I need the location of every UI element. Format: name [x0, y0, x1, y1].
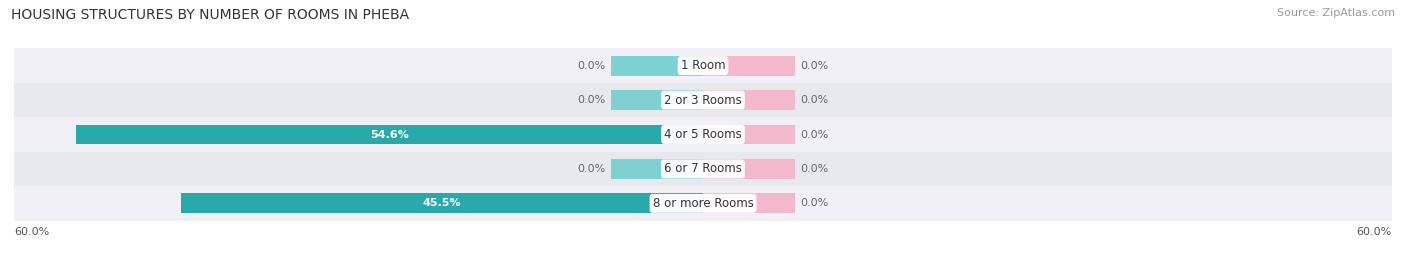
Bar	[14, 83, 1392, 117]
Text: Source: ZipAtlas.com: Source: ZipAtlas.com	[1277, 8, 1395, 18]
Text: 0.0%: 0.0%	[800, 61, 830, 71]
Text: 0.0%: 0.0%	[800, 164, 830, 174]
Text: 0.0%: 0.0%	[800, 198, 830, 208]
Text: 60.0%: 60.0%	[1357, 227, 1392, 237]
Text: 1 Room: 1 Room	[681, 59, 725, 72]
Bar	[703, 193, 794, 213]
Text: 0.0%: 0.0%	[800, 95, 830, 105]
Text: 0.0%: 0.0%	[576, 61, 606, 71]
Bar	[14, 186, 1392, 221]
Text: 54.6%: 54.6%	[370, 129, 409, 140]
Bar	[703, 56, 794, 76]
Bar	[612, 56, 703, 76]
Text: 60.0%: 60.0%	[14, 227, 49, 237]
Bar	[703, 159, 794, 179]
Text: 0.0%: 0.0%	[800, 129, 830, 140]
Text: 0.0%: 0.0%	[576, 164, 606, 174]
Text: 4 or 5 Rooms: 4 or 5 Rooms	[664, 128, 742, 141]
Bar	[180, 193, 703, 213]
Bar	[76, 125, 703, 144]
Text: 6 or 7 Rooms: 6 or 7 Rooms	[664, 162, 742, 175]
Bar	[703, 90, 794, 110]
Text: 8 or more Rooms: 8 or more Rooms	[652, 197, 754, 210]
Bar	[612, 159, 703, 179]
Text: 45.5%: 45.5%	[423, 198, 461, 208]
Text: HOUSING STRUCTURES BY NUMBER OF ROOMS IN PHEBA: HOUSING STRUCTURES BY NUMBER OF ROOMS IN…	[11, 8, 409, 22]
Bar	[703, 125, 794, 144]
Bar	[14, 117, 1392, 152]
Bar	[14, 48, 1392, 83]
Bar	[14, 152, 1392, 186]
Text: 2 or 3 Rooms: 2 or 3 Rooms	[664, 94, 742, 107]
Bar	[612, 90, 703, 110]
Text: 0.0%: 0.0%	[576, 95, 606, 105]
